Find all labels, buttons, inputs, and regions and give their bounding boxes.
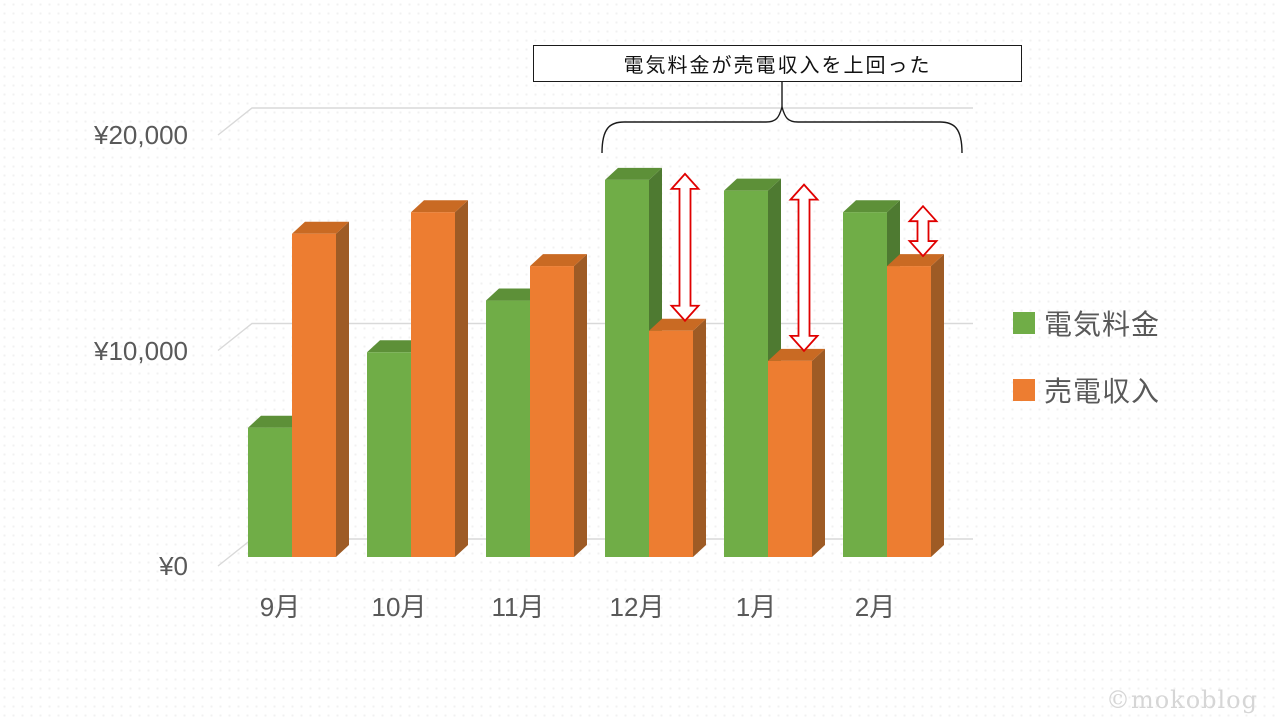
bar-売電収入-9月-side [336, 221, 349, 557]
x-category-label: 2月 [854, 592, 896, 622]
x-category-label: 10月 [371, 592, 427, 622]
highlight-brace [601, 104, 963, 154]
bar-電気料金-11月 [486, 300, 530, 557]
y-tick-label: ¥20,000 [94, 120, 188, 150]
bar-売電収入-10月-top [411, 200, 468, 213]
bar-売電収入-2月 [887, 266, 931, 557]
bar-売電収入-2月-top [887, 254, 944, 267]
bar-電気料金-12月-top [605, 167, 662, 180]
x-category-label: 11月 [491, 592, 545, 622]
gridline [217, 107, 973, 136]
gap-double-arrow-12月 [669, 172, 701, 323]
bar-電気料金-2月 [843, 212, 887, 557]
legend-item-dentkiryokin: 電気料金 [1013, 303, 1160, 343]
gap-double-arrow-2月 [907, 204, 939, 258]
bar-売電収入-11月-top [530, 254, 587, 267]
bar-売電収入-10月 [411, 212, 455, 557]
y-tick-label: ¥0 [159, 551, 188, 581]
watermark: ©mokoblog [1105, 686, 1258, 714]
bar-電気料金-2月-top [843, 200, 900, 213]
bar-売電収入-1月 [768, 360, 812, 557]
bar-売電収入-1月-top [768, 348, 825, 361]
bar-売電収入-12月-side [693, 318, 706, 557]
legend-swatch-green [1013, 312, 1035, 334]
legend-item-baidenshunyu: 売電収入 [1013, 370, 1160, 410]
bar-売電収入-9月-top [292, 221, 349, 234]
bar-電気料金-11月-top [486, 288, 543, 301]
gap-double-arrow-1月 [788, 183, 820, 353]
bar-電気料金-10月-top [367, 340, 424, 353]
bar-売電収入-9月 [292, 233, 336, 557]
x-category-label: 12月 [609, 592, 665, 622]
bar-売電収入-12月 [649, 330, 693, 557]
bar-電気料金-10月 [367, 352, 411, 557]
bar-売電収入-12月-top [649, 318, 706, 331]
bar-電気料金-9月 [248, 427, 292, 557]
annotation-text: 電気料金が売電収入を上回った [623, 55, 932, 77]
chart-legend: 電気料金 売電収入 [1013, 303, 1160, 437]
y-tick-label: ¥10,000 [94, 335, 188, 366]
bar-電気料金-9月-top [248, 415, 305, 428]
bar-売電収入-2月-side [931, 254, 944, 557]
legend-label: 売電収入 [1044, 376, 1161, 407]
bar-売電収入-1月-side [812, 348, 825, 557]
bar-電気料金-1月-top [724, 178, 781, 191]
bar-売電収入-11月 [530, 266, 574, 557]
legend-label: 電気料金 [1044, 309, 1161, 340]
bar-電気料金-12月 [605, 179, 649, 557]
bar-売電収入-10月-side [455, 200, 468, 557]
annotation-box: 電気料金が売電収入を上回った [533, 45, 1022, 82]
x-category-label: 1月 [735, 592, 777, 622]
legend-swatch-orange [1013, 379, 1035, 401]
x-category-label: 9月 [259, 592, 301, 622]
bar-電気料金-1月 [724, 190, 768, 557]
bar-売電収入-11月-side [574, 254, 587, 557]
